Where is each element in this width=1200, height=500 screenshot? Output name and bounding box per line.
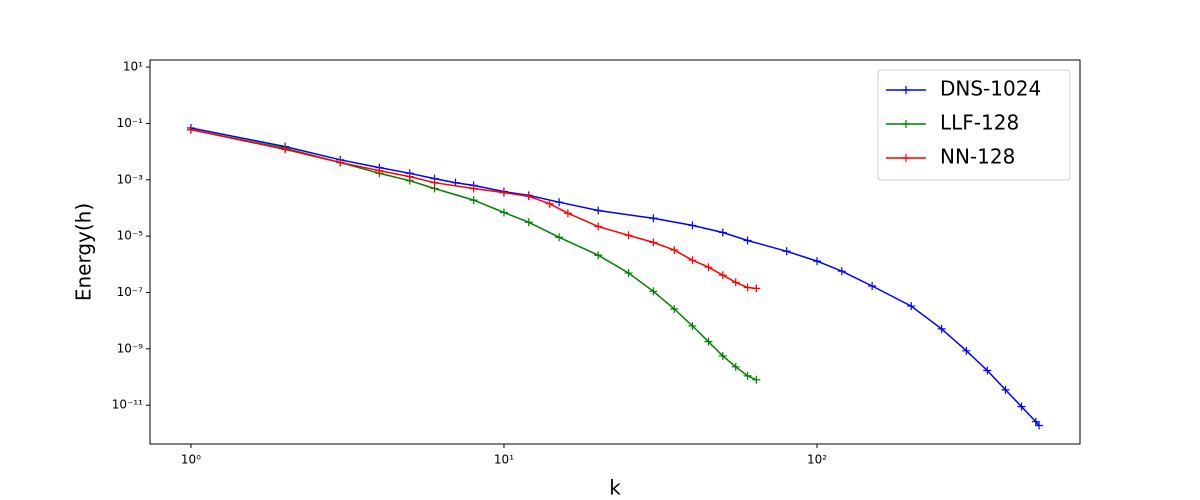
y-tick-label: 10⁻⁹ [117,341,144,355]
y-tick-label: 10⁻³ [117,172,144,186]
y-tick-label: 10¹ [123,60,143,74]
marker [594,206,603,215]
marker [1001,385,1010,394]
marker [704,263,713,272]
marker [545,199,554,208]
marker [624,231,633,240]
series-line [190,128,757,381]
marker [594,222,603,231]
marker [1035,421,1044,430]
marker [983,366,992,375]
marker [752,284,761,293]
marker [336,158,345,167]
marker [688,256,697,265]
marker [1017,402,1026,411]
marker [782,247,791,256]
marker [555,198,564,207]
marker [743,236,752,245]
marker [430,178,439,187]
marker [743,371,752,380]
x-tick-label: 10² [807,453,827,467]
marker [670,304,679,313]
legend-label: LLF-128 [940,111,1019,135]
marker [837,267,846,276]
marker [688,321,697,330]
marker [563,209,572,218]
marker [375,166,384,175]
legend-marker [902,154,910,162]
marker [186,125,195,134]
marker [937,324,946,333]
marker [743,283,752,292]
marker [868,281,877,290]
marker [469,196,478,205]
legend-label: NN-128 [940,145,1015,169]
y-tick-label: 10⁻⁵ [117,229,144,243]
y-tick-label: 10⁻¹ [117,116,144,130]
marker [731,278,740,287]
marker [813,257,822,266]
axes-frame [149,59,1081,445]
marker [469,184,478,193]
series-line [190,128,757,290]
marker [555,233,564,242]
marker [405,172,414,181]
y-tick-label: 10⁻⁷ [117,285,144,299]
marker [649,214,658,223]
marker [718,351,727,360]
marker [752,375,761,384]
legend-box [877,69,1071,181]
x-tick-label: 10⁰ [181,453,201,467]
marker [718,228,727,237]
marker [670,246,679,255]
legend-marker [902,86,910,94]
marker [524,218,533,227]
marker [649,238,658,247]
x-tick-label: 10¹ [494,453,514,467]
y-tick-label: 10⁻¹¹ [112,398,143,412]
marker [281,145,290,154]
y-axis-label: Energy(h) [72,203,96,301]
x-axis-label: k [609,476,621,500]
marker [731,362,740,371]
marker [499,188,508,197]
marker [649,287,658,296]
marker [704,337,713,346]
legend-label: DNS-1024 [940,77,1041,101]
series-line [190,127,1040,426]
marker [688,221,697,230]
marker [499,208,508,217]
marker [907,302,916,311]
marker [594,251,603,260]
marker [962,346,971,355]
legend-marker [902,120,910,128]
marker [524,192,533,201]
marker [624,269,633,278]
marker [718,271,727,280]
